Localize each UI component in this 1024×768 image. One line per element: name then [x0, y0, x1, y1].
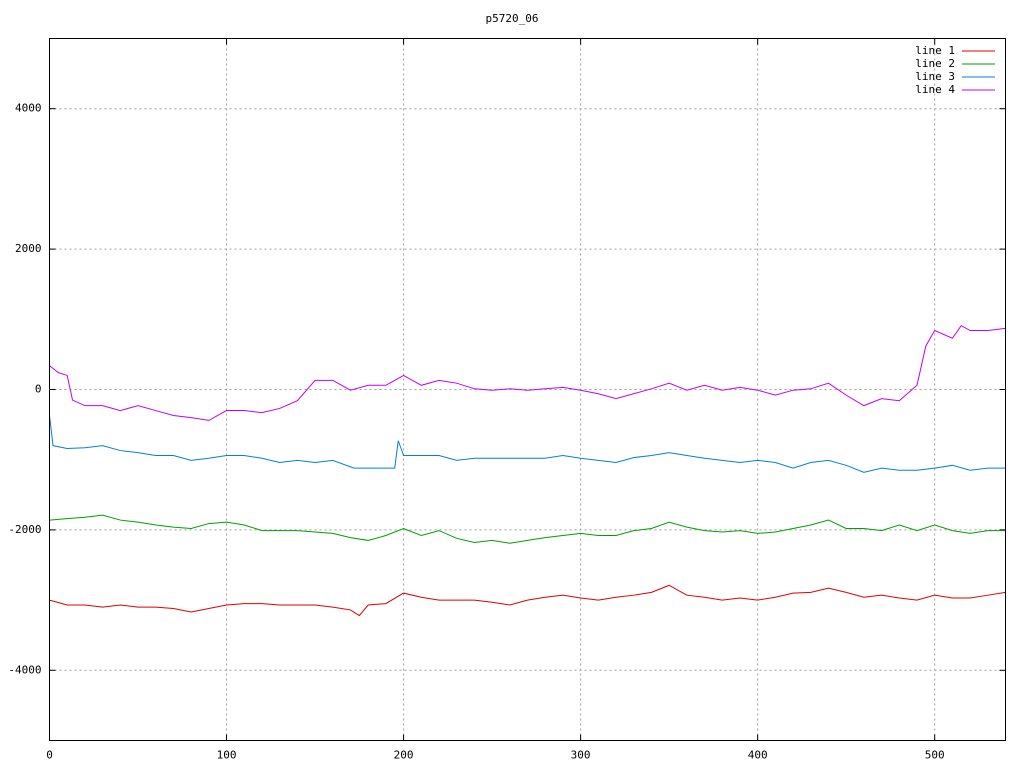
x-tick-label: 500: [925, 749, 945, 762]
y-tick-label: 4000: [15, 102, 42, 115]
plot-border: [49, 38, 1006, 741]
y-tick-label: 2000: [15, 242, 42, 255]
data-line: [49, 514, 1006, 544]
legend-label: line 3: [915, 70, 955, 83]
data-line: [49, 324, 1006, 421]
x-tick-label: 0: [46, 749, 53, 762]
legend-label: line 4: [915, 83, 955, 96]
y-tick-label: -2000: [8, 523, 41, 536]
x-tick-label: 200: [394, 749, 414, 762]
data-line: [49, 584, 1006, 617]
legend-label: line 1: [915, 44, 955, 57]
y-tick-label: 0: [35, 383, 42, 396]
data-line: [49, 415, 1006, 473]
y-tick-label: -4000: [8, 663, 41, 676]
x-tick-label: 400: [748, 749, 768, 762]
chart-title: p5720_06: [486, 12, 539, 25]
x-tick-label: 100: [217, 749, 237, 762]
x-tick-label: 300: [571, 749, 591, 762]
legend-label: line 2: [915, 57, 955, 70]
